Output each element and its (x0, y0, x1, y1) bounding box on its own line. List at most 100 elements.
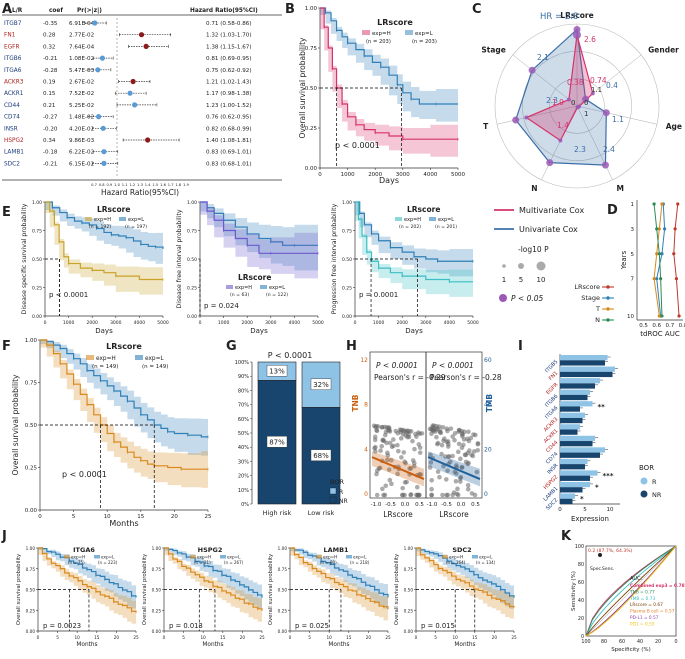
scatter-point (454, 471, 459, 476)
hr-point (138, 32, 145, 38)
x-tick-label: 10 (327, 635, 333, 640)
x-tick-label: 0 (674, 639, 677, 645)
radar-value-label: 0.74 (590, 76, 607, 85)
y-tick-label: 0.75 (305, 46, 318, 52)
hr-point (132, 102, 138, 108)
y-tick-label: 50% (238, 431, 249, 437)
gene-label: INSR (4, 126, 18, 132)
radar-value-label: 2.3 (546, 96, 558, 105)
legend-label: exp=H (235, 285, 252, 291)
bar-responder (560, 389, 590, 395)
high-ci-band (200, 202, 318, 279)
coef-value: -0.21 (43, 56, 58, 62)
radar-value-label: 1.9 (552, 98, 564, 107)
correlation-label: Pearson's r = -0.29 (374, 373, 446, 382)
legend-label: exp=L (128, 217, 144, 223)
y-tick-label: 20 (578, 616, 584, 622)
p-value: p = 0.013 (169, 622, 203, 630)
plot-frame (585, 545, 677, 637)
legend-n: (n = 63) (230, 292, 249, 298)
y-tick-label: 0.75 (152, 567, 162, 572)
coef-value: 0.34 (43, 138, 56, 144)
diagonal-line (585, 545, 677, 637)
x-tick-label: 80 (601, 639, 607, 645)
legend-label: exp=L (415, 31, 434, 37)
radar-point (573, 25, 581, 33)
y-tick-label: 0.50 (26, 588, 36, 593)
x-tick-label: 4000 (134, 320, 146, 326)
radar-point (546, 159, 554, 167)
legend-label: Plasma B cell = 0.57 (630, 609, 675, 615)
legend-n: (n = 223) (98, 560, 118, 565)
y-tick-label: 0.75 (32, 229, 42, 235)
bar-responder (560, 378, 600, 384)
scatter-point (419, 431, 425, 436)
hr-value: 0.71 (0.58-0.86) (206, 21, 252, 27)
coef-value: -0.27 (43, 115, 58, 121)
auc-point (657, 252, 661, 256)
radar-axis-label: LRscore (560, 11, 593, 20)
scatter-point (429, 431, 434, 437)
scatter-point (434, 441, 440, 447)
p-value: p = 0.015 (421, 622, 455, 630)
x-tick-label: 25 (205, 514, 212, 520)
legend-label: exp=H (404, 217, 421, 223)
correlation-label: Pearson's r = -0.28 (430, 373, 502, 382)
legend-swatch-low (119, 217, 126, 221)
high-risk-curve (200, 201, 318, 254)
x-tick-label: -0.5 (385, 502, 396, 508)
x-tick-label: 10 (201, 635, 207, 640)
y-tick-label: 0.50 (305, 86, 318, 92)
scatter-point (403, 428, 409, 434)
y-tick-label: 0.25 (25, 466, 38, 472)
plot-title: HSPG2 (198, 546, 223, 554)
x-axis-title: Days (250, 327, 268, 335)
x-axis-title: Months (454, 642, 475, 648)
y-axis-title: Overall survival probability (142, 554, 148, 625)
legend-swatch-low (472, 555, 478, 559)
x-tick-label: 5 (182, 635, 185, 640)
hr-value: 1.32 (1.03-1.70) (206, 33, 252, 39)
scatter-point (416, 430, 421, 435)
scatter-point (399, 455, 404, 460)
scatter-point (474, 469, 480, 475)
x-tick-label: 2000 (86, 320, 98, 326)
hr-value: 0.83 (0.69-1.01) (206, 150, 252, 156)
p-value: 6.91E-04 (69, 21, 95, 27)
legend-swatch (640, 490, 648, 498)
x-tick-label: -0.5 (441, 502, 452, 508)
legend-sig-circle (499, 294, 507, 302)
x-tick-label: -1.0 (371, 502, 382, 508)
regression-line (427, 456, 481, 480)
scatter-point (380, 486, 385, 492)
auc-point (655, 252, 659, 256)
hr-point (101, 149, 107, 155)
significance-stars: ** (598, 403, 606, 411)
p-value: p = 0.025 (295, 622, 329, 630)
scatter-point (387, 440, 393, 446)
x-tick-label: 15 (220, 635, 226, 640)
x-tick-label: 1.9 (183, 183, 189, 187)
y-tick-label: 4 (364, 446, 368, 453)
low-ci-band (164, 548, 262, 609)
radar-grid-label: 1 (584, 110, 588, 118)
x-tick-label: 5000 (312, 320, 324, 326)
scatter-point (443, 477, 449, 482)
hr-value: 1.38 (1.15-1.67) (206, 44, 252, 50)
legend-n: (n = 31) (194, 560, 211, 565)
y-axis-title: Overall survival probability (298, 37, 307, 139)
y-tick-label: 0.00 (25, 508, 38, 514)
panel-a: L/R coef Pr(>|z|) Hazard Ratio(95%CI) ITGB7 -… (2, 8, 282, 197)
scatter-point (466, 460, 471, 466)
scatter-point (414, 484, 420, 490)
p-value: P < 0.0001 (432, 361, 474, 370)
legend-n: (n = 134) (476, 560, 496, 565)
x-tick-label: 0 (354, 320, 357, 326)
legend-swatch-low (405, 30, 413, 35)
scatter-point (437, 474, 442, 480)
x-tick-label: 10 (104, 514, 111, 520)
x-tick-label: 5 (434, 635, 437, 640)
bar-nonresponder (560, 417, 583, 424)
scatter-point (400, 492, 406, 498)
x-tick-label: 0.0 (457, 502, 466, 508)
